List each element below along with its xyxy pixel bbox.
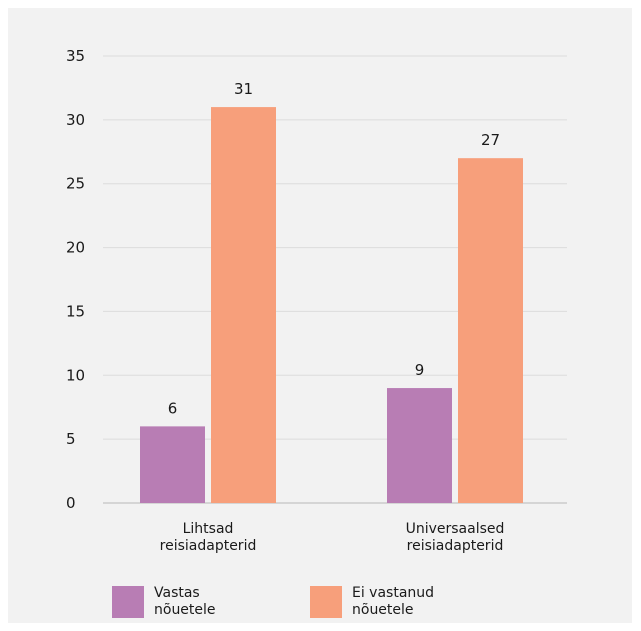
data-label: 31 xyxy=(234,80,253,98)
legend-label-vastas: Vastas nõuetele xyxy=(154,585,264,619)
legend-label-line: Ei vastanud xyxy=(352,585,435,601)
legend-label-line: nõuetele xyxy=(154,602,216,618)
legend-label-line: Vastas xyxy=(154,585,200,601)
data-label: 6 xyxy=(168,399,178,417)
x-category-label: reisiadapterid xyxy=(160,538,257,554)
legend-swatch-ei-vastanud xyxy=(310,586,342,618)
bar xyxy=(211,107,276,503)
x-category-label: Universaalsed xyxy=(406,521,505,537)
y-tick-label: 15 xyxy=(66,302,85,320)
legend-item-ei-vastanud: Ei vastanud nõuetele xyxy=(310,585,462,619)
y-tick-label: 35 xyxy=(66,47,85,65)
legend-item-vastas: Vastas nõuetele xyxy=(112,585,264,619)
chart-panel xyxy=(8,8,632,623)
legend-swatch-vastas xyxy=(112,586,144,618)
bar xyxy=(458,158,523,503)
x-category-label: Lihtsad xyxy=(183,521,234,537)
legend-label-ei-vastanud: Ei vastanud nõuetele xyxy=(352,585,462,619)
legend-label-line: nõuetele xyxy=(352,602,414,618)
data-label: 9 xyxy=(415,361,425,379)
y-tick-label: 10 xyxy=(66,366,85,384)
y-tick-label: 20 xyxy=(66,239,85,257)
bar xyxy=(140,426,205,503)
x-category-label: reisiadapterid xyxy=(407,538,504,554)
y-tick-label: 25 xyxy=(66,175,85,193)
bar xyxy=(387,388,452,503)
y-tick-label: 5 xyxy=(66,430,76,448)
data-label: 27 xyxy=(481,131,500,149)
y-tick-label: 0 xyxy=(66,494,76,512)
y-tick-label: 30 xyxy=(66,111,85,129)
